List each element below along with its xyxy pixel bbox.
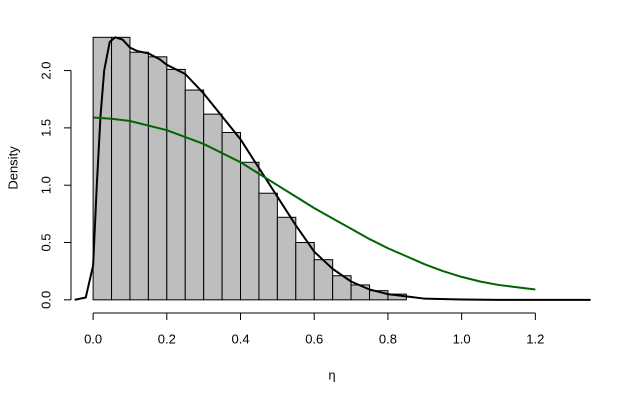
bar bbox=[147, 56, 168, 301]
x-tick-label: 0.8 bbox=[379, 331, 397, 346]
density-line bbox=[74, 36, 591, 301]
bar bbox=[350, 284, 371, 301]
bar bbox=[295, 242, 315, 301]
bar bbox=[111, 36, 131, 301]
bar bbox=[240, 161, 260, 301]
y-axis-label: Density bbox=[5, 146, 20, 190]
y-tick-label: 0.5 bbox=[38, 233, 53, 251]
x-tick-label: 0.0 bbox=[84, 331, 102, 346]
y-tick-label: 1.0 bbox=[38, 176, 53, 194]
bar bbox=[258, 192, 278, 301]
y-tick-label: 1.5 bbox=[38, 119, 53, 137]
density-line bbox=[93, 116, 536, 291]
x-tick-label: 0.4 bbox=[231, 331, 249, 346]
x-tick-label: 0.2 bbox=[158, 331, 176, 346]
bar bbox=[203, 113, 223, 301]
y-tick-label: 2.0 bbox=[38, 62, 53, 80]
bar bbox=[129, 51, 149, 301]
bar bbox=[92, 36, 113, 301]
x-tick-label: 0.6 bbox=[305, 331, 323, 346]
bar bbox=[276, 216, 297, 301]
bar bbox=[166, 68, 186, 301]
x-tick-label: 1.0 bbox=[453, 331, 471, 346]
y-tick-label: 0.0 bbox=[38, 291, 53, 309]
bar bbox=[184, 89, 205, 301]
x-axis-label: η bbox=[328, 367, 335, 382]
x-tick-label: 1.2 bbox=[526, 331, 544, 346]
